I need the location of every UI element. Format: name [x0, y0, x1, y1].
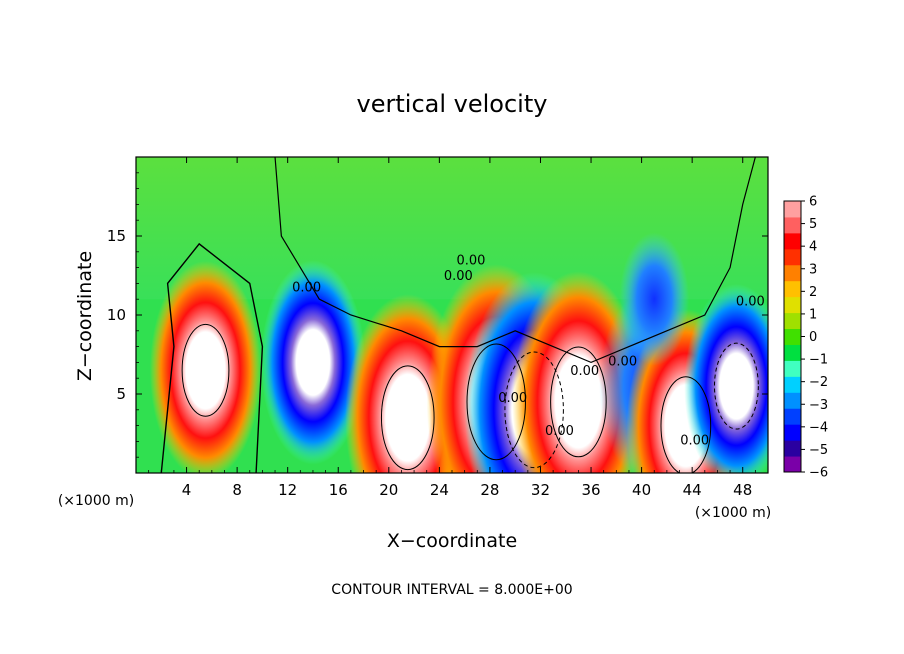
- colorbar-tick-label: 0: [809, 330, 817, 345]
- chart-title: vertical velocity: [357, 90, 548, 118]
- colorbar-tick-label: 2: [809, 285, 817, 300]
- contour-line: [181, 323, 230, 417]
- colorbar-tick-label: −1: [809, 353, 828, 368]
- contour-label: 0.00: [498, 391, 527, 406]
- x-axis: 4 8 12 16 20 24 28 32 36 40 44 48: [148, 157, 756, 499]
- colorbar-tick-label: −4: [809, 420, 828, 435]
- plot-area: 0.000.000.000.000.000.000.000.000.00: [136, 157, 768, 473]
- colorbar-tick-label: −3: [809, 398, 828, 413]
- contour-label: 0.00: [292, 280, 321, 295]
- contour-interval-note: CONTOUR INTERVAL = 8.000E+00: [331, 582, 572, 598]
- contour-label: 0.00: [545, 424, 574, 439]
- x-tick-label: 28: [480, 481, 499, 499]
- contour-label: 0.00: [456, 253, 485, 268]
- heatmap-cell: [260, 260, 366, 465]
- colorbar-swatch: [784, 280, 801, 298]
- colorbar-tick-label: 6: [809, 195, 817, 210]
- x-tick-label: 36: [581, 481, 600, 499]
- zero-contour: [160, 242, 264, 473]
- colorbar-tick-label: 5: [809, 217, 817, 232]
- heatmap-cell: [619, 232, 690, 366]
- colorbar-swatch: [784, 392, 801, 409]
- x-tick-label: 8: [232, 481, 242, 499]
- x-units-left: (×1000 m): [58, 493, 134, 509]
- contour-label: 0.00: [608, 355, 637, 370]
- contour-line: [550, 346, 607, 458]
- zero-contour: [274, 157, 756, 364]
- colorbar-swatch: [784, 408, 801, 425]
- x-tick-label: 44: [683, 481, 702, 499]
- colorbar-swatch: [784, 376, 801, 393]
- contour-line: [380, 365, 435, 471]
- x-tick-label: 20: [379, 481, 398, 499]
- colorbar-swatch: [784, 264, 801, 282]
- colorbar-tick-label: −6: [809, 466, 828, 481]
- contour-line: [713, 342, 759, 430]
- colorbar-swatch: [784, 344, 801, 361]
- y-tick-label: 15: [107, 227, 126, 245]
- colorbar-swatch: [784, 248, 801, 266]
- heatmap-cell: [149, 261, 262, 473]
- x-tick-label: 16: [329, 481, 348, 499]
- x-tick-label: 32: [531, 481, 550, 499]
- y-axis-label: Z−coordinate: [74, 251, 96, 381]
- colorbar-tick-label: −5: [809, 443, 828, 458]
- colorbar-tick-label: 1: [809, 307, 817, 322]
- colorbar-swatch: [784, 328, 801, 345]
- y-tick-label: 5: [116, 385, 126, 403]
- x-axis-label: X−coordinate: [387, 530, 517, 552]
- x-tick-label: 4: [182, 481, 192, 499]
- colorbar-tick-label: −2: [809, 375, 828, 390]
- x-tick-label: 12: [278, 481, 297, 499]
- x-units-right: (×1000 m): [695, 505, 771, 521]
- contour-label: 0.00: [444, 269, 473, 284]
- contour-label: 0.00: [570, 364, 599, 379]
- heatmap-cell: [684, 283, 768, 473]
- y-axis: 5 10 15: [107, 172, 768, 458]
- colorbar-swatch: [784, 360, 801, 377]
- colorbar-swatch: [784, 456, 801, 473]
- colorbar-swatch: [784, 312, 801, 330]
- contour-line: [466, 343, 526, 461]
- x-tick-label: 48: [733, 481, 752, 499]
- x-tick-label: 40: [632, 481, 651, 499]
- x-tick-label: 24: [430, 481, 449, 499]
- colorbar-tick-label: 3: [809, 262, 817, 277]
- contour-line: [660, 376, 712, 473]
- colorbar-swatch: [784, 216, 801, 234]
- contour-label: 0.00: [680, 434, 709, 449]
- colorbar-swatch: [784, 296, 801, 314]
- contour-line: [504, 351, 564, 469]
- colorbar-swatch: [784, 232, 801, 250]
- colorbar-swatch: [784, 440, 801, 457]
- colorbar-swatch: [784, 201, 801, 218]
- colorbar-swatch: [784, 424, 801, 441]
- colorbar-tick-label: 4: [809, 240, 817, 255]
- contour-label: 0.00: [736, 295, 765, 310]
- y-tick-label: 10: [107, 306, 126, 324]
- colorbar: 6 5 4 3 2 1 0 −1 −2 −3 −4 −5 −6: [783, 195, 828, 481]
